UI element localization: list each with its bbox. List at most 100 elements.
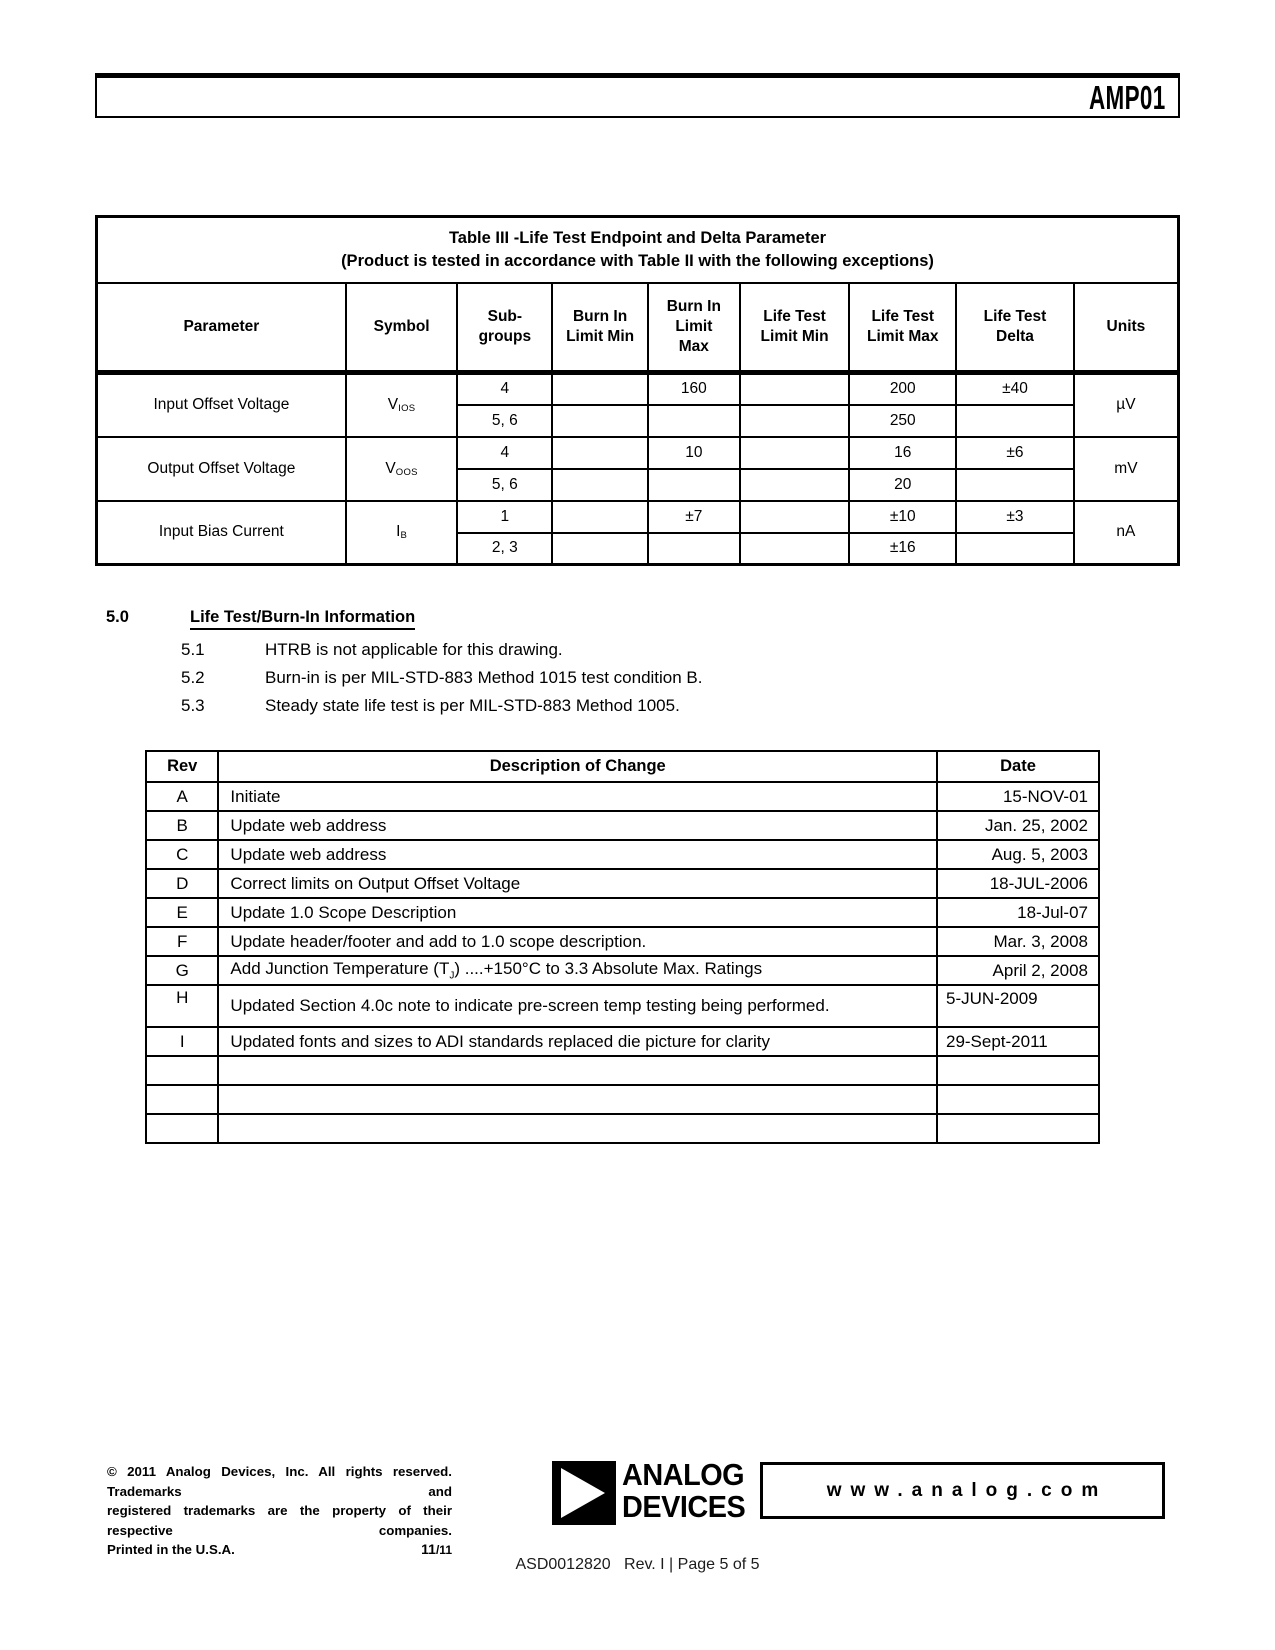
column-header-2: Sub- groups [456,281,554,375]
revision-letter: B [144,810,220,841]
revision-row [144,1055,1101,1086]
cell-life_test_delta: ±40 [955,371,1075,406]
column-header-5: Life Test Limit Min [738,281,851,375]
cell-life_test_limit_min [738,403,851,438]
cell-burn_in_limit_max [646,403,741,438]
printed-in-usa: Printed in the U.S.A. [107,1542,235,1557]
revision-date: Aug. 5, 2003 [935,839,1101,870]
print-code-year: /11 [435,1543,452,1557]
revision-description: Add Junction Temperature (TJ) ....+150°C… [217,955,938,986]
table-title-line2: (Product is tested in accordance with Ta… [341,251,934,270]
revision-column-header-2: Date [935,750,1101,783]
column-header-0: Parameter [95,281,347,375]
cell-life_test_limit_max: ±16 [848,531,958,566]
revision-description: Initiate [217,781,938,812]
cell-burn_in_limit_max: 10 [646,435,741,470]
life-test-table-title: Table III -Life Test Endpoint and Delta … [95,215,1180,284]
revision-date [935,1113,1101,1144]
cell-burn_in_limit_min [551,467,649,502]
revision-date: 15-NOV-01 [935,781,1101,812]
parameter-cell: Input Bias Current [95,499,347,566]
cell-subgroups: 5, 6 [456,467,554,502]
cell-life_test_delta [955,467,1075,502]
column-header-3: Burn In Limit Min [551,281,649,375]
table-row: Output Offset Voltage VOOS 4 10 16 ±6 mV [95,435,1180,502]
revision-letter: H [144,984,220,1028]
parameter-cell: Output Offset Voltage [95,435,347,502]
table-header-row: Parameter Symbol Sub- groups Burn In Limit … [95,281,1180,375]
units-cell: mV [1072,435,1180,502]
units-cell: nA [1072,499,1180,566]
cell-life_test_limit_max: 200 [848,371,958,406]
logo-text-analog: ANALOG [622,1457,745,1492]
analog-devices-wordmark: ANALOG DEVICES [622,1457,746,1524]
item-number: 5.1 [181,640,205,659]
revision-column-header-1: Description of Change [217,750,938,783]
table-title-row: Table III -Life Test Endpoint and Delta … [95,215,1180,284]
logo-triangle-icon [561,1468,605,1518]
column-header-8: Units [1072,281,1180,375]
cell-life_test_limit_max: ±10 [848,499,958,534]
revision-date: 18-JUL-2006 [935,868,1101,899]
table-row: 5, 6 20 [97,467,1179,502]
cell-life_test_limit_min [738,467,851,502]
revision-date: Jan. 25, 2002 [935,810,1101,841]
revision-row [144,1084,1101,1115]
revision-letter: G [144,955,220,986]
table-row: 2, 3 ±16 [97,531,1179,566]
cell-life_test_limit_max: 16 [848,435,958,470]
revision-letter: D [144,868,220,899]
cell-burn_in_limit_max: ±7 [646,499,741,534]
cell-life_test_limit_min [738,371,851,406]
section5-title: Life Test/Burn-In Information [190,608,416,630]
section5-number: 5.0 [106,608,129,626]
revision-column-header-0: Rev [144,750,220,783]
cell-life_test_limit_min [738,531,851,566]
symbol-subscript: IOS [398,403,416,415]
cell-subgroups: 2, 3 [456,531,554,566]
revision-date: Mar. 3, 2008 [935,926,1101,957]
copyright-line3: Printed in the U.S.A. 11/11 [107,1540,452,1561]
cell-burn_in_limit_max [646,467,741,502]
logo-text-devices: DEVICES [622,1488,746,1524]
revision-description: Update web address [217,810,938,841]
website-url: www.analog.com [826,1479,1108,1501]
revision-date: April 2, 2008 [935,955,1101,986]
symbol-subscript: B [400,530,408,542]
item-number: 5.3 [181,696,205,715]
revision-header-row: Rev Description of Change Date [144,750,1101,783]
revision-description [217,1055,938,1086]
item-number: 5.2 [181,668,205,687]
cell-subgroups: 4 [456,435,554,470]
cell-life_test_delta: ±3 [955,499,1075,534]
cell-life_test_delta [955,531,1075,566]
copyright-line1: © 2011 Analog Devices, Inc. All rights r… [107,1464,452,1499]
website-box: www.analog.com [760,1462,1165,1519]
revision-date: 5-JUN-2009 [935,984,1101,1028]
column-header-7: Life Test Delta [955,281,1075,375]
cell-life_test_limit_max: 20 [848,467,958,502]
revision-description [217,1084,938,1115]
document-footer-line: ASD0012820 Rev. I | Page 5 of 5 [515,1556,760,1573]
item-text: Steady state life test is per MIL-STD-88… [265,696,680,715]
revision-letter: A [144,781,220,812]
symbol-cell: IB [344,499,459,566]
copyright-block: © 2011 Analog Devices, Inc. All rights r… [107,1462,452,1561]
revision-history-table: Rev Description of Change Date A Initiate 15-… [144,750,1101,1144]
analog-devices-logo-icon [552,1461,616,1525]
revision-date: 29-Sept-2011 [935,1026,1101,1057]
symbol-cell: VIOS [344,371,459,438]
copyright-line2: registered trademarks are the property o… [107,1503,452,1538]
revision-letter: C [144,839,220,870]
life-test-table: Table III -Life Test Endpoint and Delta … [95,215,1180,566]
print-code: 11/11 [421,1540,452,1561]
revision-description: Updated Section 4.0c note to indicate pr… [217,984,938,1028]
revision-row: H Updated Section 4.0c note to indicate p… [144,984,1101,1028]
cell-burn_in_limit_max [646,531,741,566]
revision-row: A Initiate 15-NOV-01 [144,781,1101,812]
cell-life_test_delta [955,403,1075,438]
cell-life_test_limit_min [738,499,851,534]
parameter-cell: Input Offset Voltage [95,371,347,438]
revision-description: Update 1.0 Scope Description [217,897,938,928]
revision-row: C Update web address Aug. 5, 2003 [144,839,1101,870]
